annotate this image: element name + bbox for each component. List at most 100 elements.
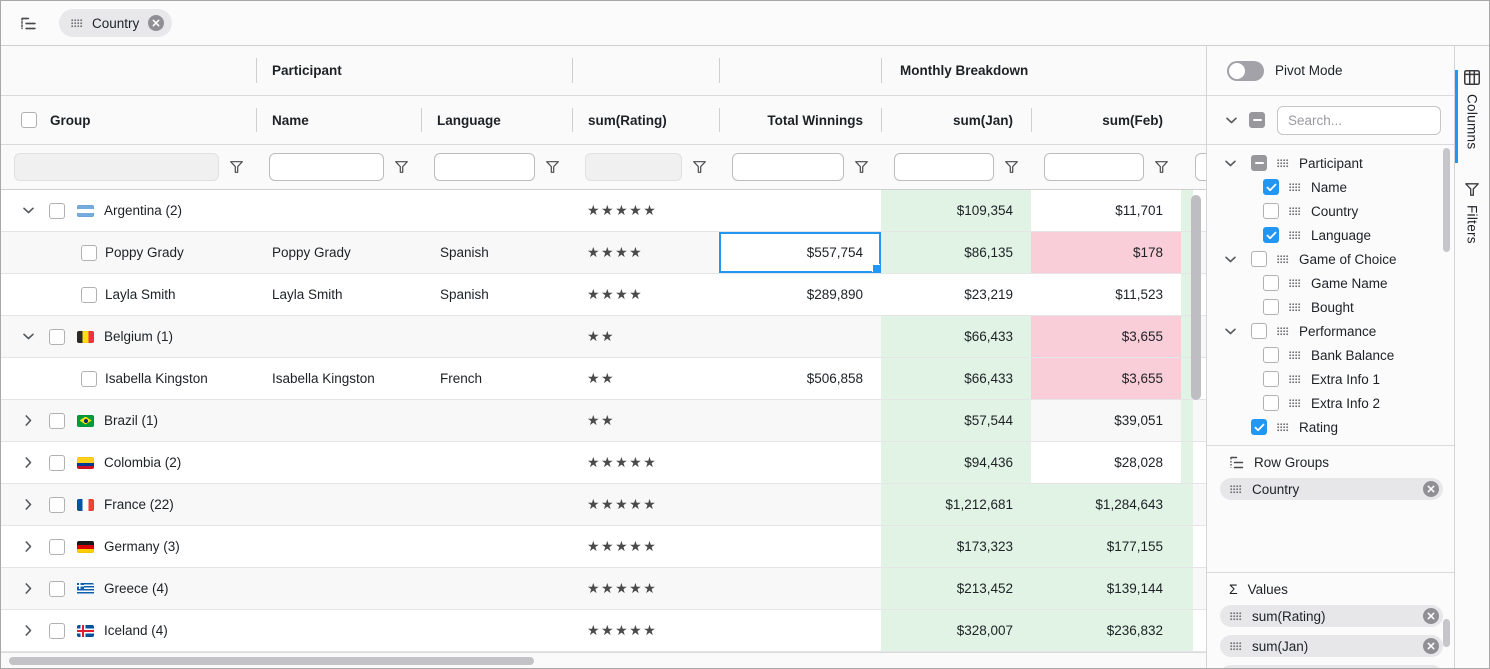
pivot-mode-toggle[interactable] (1227, 60, 1264, 81)
remove-chip-icon[interactable] (1423, 638, 1439, 654)
expand-chevron-icon[interactable] (21, 457, 35, 468)
sum-feb-cell[interactable]: $28,028 (1114, 455, 1163, 470)
sum-feb-cell[interactable]: $177,155 (1031, 526, 1181, 567)
column-item-extra-info-2[interactable]: Extra Info 2 (1207, 391, 1454, 415)
column-checkbox-extra-info-2[interactable] (1263, 395, 1279, 411)
column-item-name[interactable]: Name (1207, 175, 1454, 199)
group-cell[interactable]: Argentina (2) (1, 190, 256, 231)
name-cell[interactable] (256, 568, 421, 609)
remove-group-icon[interactable] (148, 15, 165, 31)
select-all-columns-checkbox[interactable] (1249, 112, 1265, 128)
row-select-checkbox[interactable] (49, 580, 65, 597)
sum-rating-cell[interactable]: ★★ (572, 316, 719, 357)
column-checkbox-game-of-choice[interactable] (1251, 251, 1267, 267)
tab-columns[interactable]: Columns (1464, 70, 1480, 149)
drag-grip-icon[interactable] (1289, 182, 1301, 192)
row-select-checkbox[interactable] (81, 370, 97, 387)
total-winnings-cell[interactable] (719, 568, 881, 609)
row-group-chip-country[interactable]: Country (1220, 478, 1443, 500)
column-checkbox-rating[interactable] (1251, 419, 1267, 435)
language-cell[interactable] (421, 568, 572, 609)
row-select-checkbox[interactable] (81, 286, 97, 303)
row-select-checkbox[interactable] (49, 454, 65, 471)
next-column-filter-input[interactable] (1195, 153, 1206, 181)
sum-jan-cell[interactable]: $66,433 (881, 358, 1031, 399)
row-select-checkbox[interactable] (49, 538, 65, 555)
column-checkbox-extra-info-1[interactable] (1263, 371, 1279, 387)
column-item-language[interactable]: Language (1207, 223, 1454, 247)
column-checkbox-game-name[interactable] (1263, 275, 1279, 291)
group-cell[interactable]: Poppy Grady (1, 232, 256, 273)
drag-grip-icon[interactable] (1289, 302, 1301, 312)
horizontal-scrollbar[interactable] (9, 657, 534, 665)
total-winnings-cell[interactable] (719, 190, 881, 231)
sum-feb-cell[interactable]: $11,523 (1115, 287, 1163, 302)
language-cell[interactable]: Spanish (440, 287, 489, 302)
row-select-checkbox[interactable] (81, 244, 97, 261)
column-checkbox-performance[interactable] (1251, 323, 1267, 339)
column-checkbox-bought[interactable] (1263, 299, 1279, 315)
expand-chevron-icon[interactable] (21, 541, 35, 552)
name-cell[interactable] (256, 190, 421, 231)
total-winnings-cell[interactable] (719, 526, 881, 567)
language-cell[interactable] (421, 400, 572, 441)
column-checkbox-bank-balance[interactable] (1263, 347, 1279, 363)
drag-grip-icon[interactable] (1289, 278, 1301, 288)
collapse-chevron-icon[interactable] (21, 333, 35, 340)
group-cell[interactable]: Greece (4) (1, 568, 256, 609)
drag-grip-icon[interactable] (1277, 422, 1289, 432)
header-sum-feb[interactable]: sum(Feb) (1031, 96, 1181, 144)
name-cell[interactable]: Layla Smith (272, 287, 343, 302)
column-checkbox-name[interactable] (1263, 179, 1279, 195)
column-item-extra-info-1[interactable]: Extra Info 1 (1207, 367, 1454, 391)
language-cell[interactable]: French (440, 371, 483, 386)
expand-all-chevron-icon[interactable] (1226, 117, 1237, 124)
drag-grip-icon[interactable] (1289, 374, 1301, 384)
expand-chevron-icon[interactable] (21, 625, 35, 636)
total-winnings-cell[interactable]: $289,890 (806, 287, 863, 302)
drag-grip-icon[interactable] (1230, 484, 1242, 494)
name-cell[interactable] (256, 316, 421, 357)
language-cell[interactable] (421, 190, 572, 231)
name-cell[interactable] (256, 484, 421, 525)
name-cell[interactable] (256, 442, 421, 483)
group-chip-country[interactable]: Country (59, 9, 173, 37)
sum-rating-cell[interactable]: ★★★★★ (572, 190, 719, 231)
total-winnings-cell[interactable] (719, 484, 881, 525)
sum-rating-cell[interactable]: ★★★★ (572, 274, 719, 315)
value-chip-sum-feb-[interactable]: sum(Feb) (1220, 665, 1443, 668)
group-cell[interactable]: Germany (3) (1, 526, 256, 567)
group-header-monthly-breakdown[interactable]: Monthly Breakdown (881, 46, 1206, 95)
sum-feb-cell[interactable]: $139,144 (1031, 568, 1181, 609)
sum-feb-cell[interactable]: $1,284,643 (1031, 484, 1181, 525)
group-cell[interactable]: Layla Smith (1, 274, 256, 315)
filter-funnel-icon[interactable] (692, 161, 706, 173)
row-select-checkbox[interactable] (49, 328, 65, 345)
sum-jan-cell[interactable]: $57,544 (881, 400, 1031, 441)
sum-jan-cell[interactable]: $66,433 (881, 316, 1031, 357)
total-winnings-cell[interactable]: $506,858 (806, 371, 863, 386)
filter-funnel-icon[interactable] (545, 161, 559, 173)
sum-rating-cell[interactable]: ★★★★★ (572, 484, 719, 525)
sum-jan-cell[interactable]: $86,135 (881, 232, 1031, 273)
header-language[interactable]: Language (421, 96, 572, 144)
sum-feb-cell[interactable]: $11,701 (1115, 203, 1163, 218)
sum-jan-cell[interactable]: $94,436 (881, 442, 1031, 483)
sum-rating-cell[interactable]: ★★★★★ (572, 610, 719, 651)
header-group[interactable]: Group (1, 96, 256, 144)
language-cell[interactable]: Spanish (440, 245, 489, 260)
name-cell[interactable]: Isabella Kingston (272, 371, 375, 386)
language-cell[interactable] (421, 526, 572, 567)
sum-jan-filter-input[interactable] (894, 153, 994, 181)
name-cell[interactable] (256, 400, 421, 441)
column-checkbox-participant[interactable] (1251, 155, 1267, 171)
group-cell[interactable]: Brazil (1) (1, 400, 256, 441)
filter-funnel-icon[interactable] (394, 161, 408, 173)
column-item-participant[interactable]: Participant (1207, 151, 1454, 175)
sum-feb-cell[interactable]: $178 (1031, 232, 1181, 273)
sum-feb-cell[interactable]: $3,655 (1031, 316, 1181, 357)
drag-grip-icon[interactable] (1289, 206, 1301, 216)
row-select-checkbox[interactable] (49, 622, 65, 639)
column-item-country[interactable]: Country (1207, 199, 1454, 223)
group-cell[interactable]: France (22) (1, 484, 256, 525)
